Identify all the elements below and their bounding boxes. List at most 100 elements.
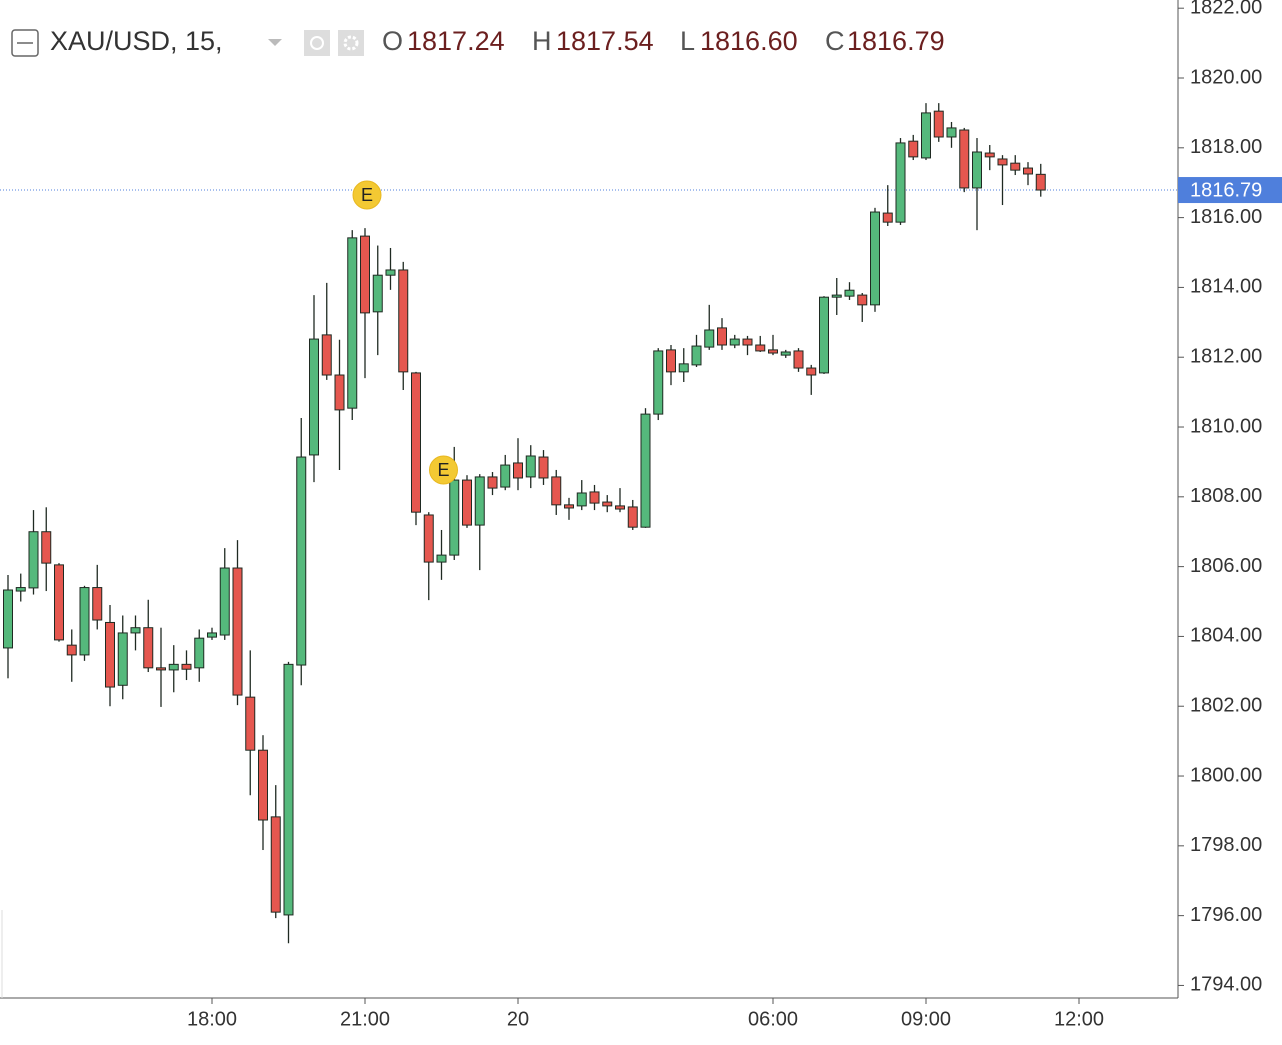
settings-icon[interactable] <box>338 30 364 56</box>
candle-body <box>321 334 332 376</box>
y-tick-label: 1820.00 <box>1190 66 1262 88</box>
candle-body <box>194 637 205 669</box>
ohlc-header: O 1817.24 H 1817.54 L 1816.60 C 1816.79 <box>382 26 945 56</box>
y-tick-label: 1802.00 <box>1190 695 1262 717</box>
x-tick-label: 09:00 <box>901 1008 951 1030</box>
candle-body <box>755 344 766 352</box>
candle-body <box>882 212 893 223</box>
candle-body <box>640 413 651 528</box>
candle-body <box>551 476 562 506</box>
y-tick-label: 1804.00 <box>1190 625 1262 647</box>
candle-body <box>181 663 192 670</box>
candle-body <box>334 374 345 411</box>
candle-body <box>436 554 447 563</box>
candle-body <box>41 531 52 564</box>
candle-body <box>258 749 268 821</box>
candle-body <box>972 151 982 189</box>
candle-body <box>933 110 944 138</box>
y-tick-label: 1798.00 <box>1190 834 1262 856</box>
candle-body <box>372 274 383 313</box>
candle-body <box>984 152 995 158</box>
candle-body <box>411 372 421 513</box>
candle-body <box>819 296 829 374</box>
y-tick-label: 1818.00 <box>1190 136 1262 158</box>
candle-body <box>870 211 880 306</box>
y-tick-label: 1822.00 <box>1190 0 1262 18</box>
symbol-title: XAU/USD, 15, <box>50 26 223 56</box>
candle-body <box>15 587 26 592</box>
candle-body <box>793 350 804 369</box>
candle-body <box>844 289 855 297</box>
candle-body <box>691 345 702 366</box>
candle-body <box>729 338 740 346</box>
x-tick-label: 21:00 <box>340 1008 390 1030</box>
x-tick-label: 12:00 <box>1054 1008 1104 1030</box>
candle-body <box>423 514 434 563</box>
x-tick-label: 18:00 <box>187 1008 237 1030</box>
y-tick-label: 1796.00 <box>1190 904 1262 926</box>
y-tick-label: 1800.00 <box>1190 764 1262 786</box>
candle-body <box>296 456 307 666</box>
candle-body <box>283 663 294 916</box>
candle-body <box>462 479 472 526</box>
candle-body <box>309 338 319 456</box>
candle-body <box>143 627 154 669</box>
ohlc-key: O <box>382 26 403 56</box>
candle-body <box>398 269 409 373</box>
candle-body <box>130 627 141 634</box>
candle-body <box>653 350 664 415</box>
candle-body <box>168 663 179 671</box>
candle-body <box>857 294 868 306</box>
ohlc-value: 1816.60 <box>700 26 798 56</box>
ohlc-key: L <box>680 26 695 56</box>
candle-body <box>1035 173 1046 191</box>
candle-body <box>500 464 511 488</box>
ohlc-value: 1817.54 <box>556 26 654 56</box>
candle-body <box>207 632 217 638</box>
candle-body <box>219 567 230 636</box>
candle-body <box>3 589 13 649</box>
candle-body <box>959 129 970 189</box>
candle-body <box>156 667 166 671</box>
candle-body <box>576 492 587 507</box>
candle-body <box>615 505 625 510</box>
ohlc-value: 1817.24 <box>407 26 505 56</box>
candle-body <box>806 367 817 376</box>
ohlc-value: 1816.79 <box>847 26 945 56</box>
y-tick-label: 1810.00 <box>1190 415 1262 437</box>
event-marker[interactable] <box>429 455 458 485</box>
eye-icon[interactable] <box>304 30 330 56</box>
candle-body <box>780 351 791 356</box>
candle-body <box>92 587 103 621</box>
candle-body <box>768 349 778 354</box>
candle-body <box>66 644 77 656</box>
candle-body <box>105 621 115 688</box>
candle-body <box>602 501 613 507</box>
dropdown-arrow[interactable] <box>268 39 282 46</box>
candle-body <box>717 327 727 346</box>
candle-body <box>627 506 638 528</box>
ohlc-key: C <box>825 26 845 56</box>
event-marker[interactable] <box>352 180 382 210</box>
candle-body <box>908 140 919 158</box>
candle-body <box>1010 162 1021 171</box>
candle-body <box>513 462 523 479</box>
y-tick-label: 1808.00 <box>1190 485 1262 507</box>
candle-body <box>385 269 396 276</box>
candle-body <box>270 816 281 913</box>
candle-body <box>525 455 536 478</box>
settings-icon-glyph <box>343 35 359 51</box>
candle-body <box>232 567 243 696</box>
candle-body <box>54 564 64 641</box>
x-tick-label: 06:00 <box>748 1008 798 1030</box>
candle-body <box>895 142 906 223</box>
candle-body <box>946 127 957 138</box>
candle-body <box>347 237 358 409</box>
eye-icon-glyph <box>310 36 324 50</box>
candle-body <box>487 476 498 489</box>
candle-body <box>831 294 842 298</box>
ohlc-key: H <box>532 26 552 56</box>
y-tick-label: 1814.00 <box>1190 276 1262 298</box>
